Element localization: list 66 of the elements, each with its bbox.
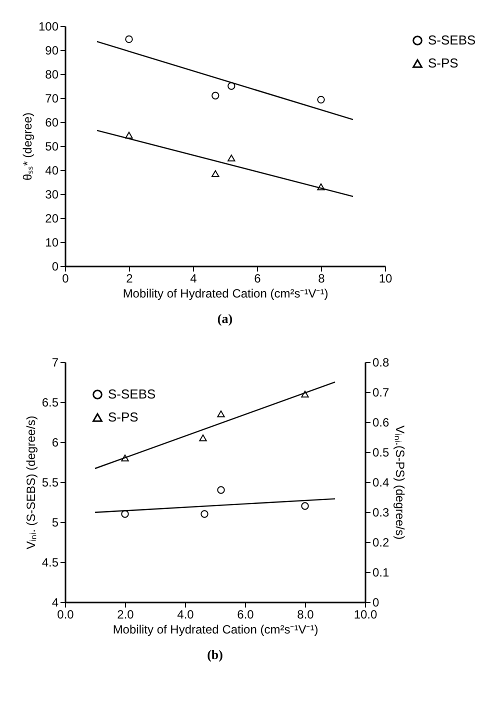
point bbox=[121, 510, 129, 518]
y-tick-label: 80 bbox=[45, 68, 59, 82]
point bbox=[121, 454, 129, 462]
legend-label: S-SEBS bbox=[108, 386, 156, 402]
y2-tick-label: 0.4 bbox=[372, 476, 390, 490]
y-tick-label: 5 bbox=[52, 516, 59, 530]
y2-axis-title: Vᵢₙᵢ.(S-PS) (degree/s) bbox=[393, 425, 408, 540]
point bbox=[200, 510, 208, 518]
y-tick-label: 4.5 bbox=[42, 556, 59, 570]
x-tick-label: 10.0 bbox=[354, 608, 378, 622]
y-tick-label: 70 bbox=[45, 92, 59, 106]
y-tick-label: 100 bbox=[38, 20, 59, 34]
y-axis-title: Vᵢₙᵢ. (S-SEBS) (degree/s) bbox=[24, 416, 38, 550]
legend-label: S-PS bbox=[108, 410, 139, 424]
y2-tick-label: 0 bbox=[372, 596, 380, 610]
x-tick-label: 6 bbox=[254, 272, 262, 286]
x-tick-label: 8.0 bbox=[297, 608, 314, 622]
y2-tick-label: 0.2 bbox=[372, 536, 390, 550]
point bbox=[301, 390, 309, 398]
text: (b) bbox=[207, 647, 223, 662]
y2-tick-label: 0.5 bbox=[372, 446, 390, 460]
x-tick-label: 2 bbox=[126, 272, 134, 286]
x-tick-label: 4.0 bbox=[177, 608, 194, 622]
x-axis-title: Mobility of Hydrated Cation (cm²s⁻¹V⁻¹) bbox=[112, 622, 318, 636]
legend-label: S-SEBS bbox=[428, 32, 476, 48]
point bbox=[125, 35, 133, 44]
point bbox=[125, 132, 133, 139]
x-tick-label: 6.0 bbox=[237, 608, 254, 622]
y-tick-label: 10 bbox=[45, 236, 59, 250]
y-tick-label: 5.5 bbox=[42, 476, 59, 490]
y-tick-label: 20 bbox=[45, 212, 59, 226]
point bbox=[199, 434, 207, 442]
x-axis-title: Mobility of Hydrated Cation (cm²s⁻¹V⁻¹) bbox=[122, 286, 328, 300]
y2-tick-label: 0.8 bbox=[372, 356, 390, 370]
point bbox=[212, 92, 220, 100]
y-axis-title: θₛₛ* (degree) bbox=[20, 112, 34, 181]
x-tick-label: 0.0 bbox=[57, 608, 74, 622]
x-tick-label: 2.0 bbox=[117, 608, 134, 622]
text: (a) bbox=[217, 311, 233, 326]
y-tick-label: 30 bbox=[45, 188, 59, 202]
y-tick-label: 50 bbox=[45, 140, 59, 154]
point bbox=[217, 486, 225, 494]
legend-label: S-PS bbox=[428, 56, 459, 70]
point bbox=[228, 154, 236, 162]
y2-tick-label: 0.3 bbox=[372, 506, 390, 520]
y-tick-label: 6.5 bbox=[42, 396, 59, 410]
y-tick-label: 60 bbox=[45, 116, 59, 130]
x-tick-label: 0 bbox=[62, 272, 70, 286]
x-tick-label: 4 bbox=[190, 272, 198, 286]
y-tick-label: 90 bbox=[45, 44, 59, 58]
point bbox=[228, 82, 236, 90]
y2-tick-label: 0.1 bbox=[372, 566, 390, 580]
point bbox=[317, 96, 325, 104]
y-tick-label: 6 bbox=[52, 436, 59, 450]
y-tick-label: 0 bbox=[52, 260, 59, 274]
y-tick-label: 4 bbox=[52, 596, 59, 610]
y-tick-label: 7 bbox=[52, 356, 59, 370]
x-tick-label: 8 bbox=[318, 272, 326, 286]
y2-tick-label: 0.6 bbox=[372, 416, 390, 430]
point bbox=[301, 502, 309, 510]
point bbox=[212, 170, 220, 178]
y2-tick-label: 0.7 bbox=[372, 386, 390, 400]
y-tick-label: 40 bbox=[45, 164, 59, 178]
x-tick-label: 10 bbox=[378, 272, 392, 286]
point bbox=[317, 183, 325, 190]
point bbox=[217, 410, 225, 418]
